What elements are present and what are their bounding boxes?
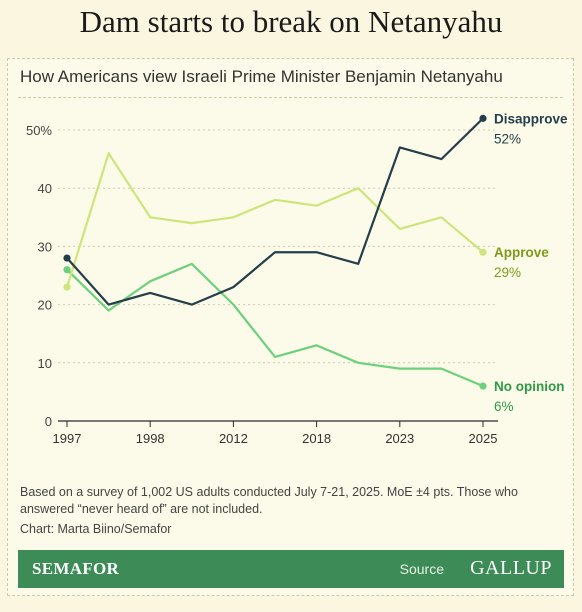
footer-bar: SEMAFOR Source GALLUP: [18, 550, 564, 588]
series-end-dot: [479, 114, 487, 122]
series-start-dot: [63, 266, 71, 274]
chart-card: How Americans view Israeli Prime Ministe…: [7, 58, 574, 596]
series-line-disapprove: [66, 117, 484, 306]
x-tick-label: 2023: [385, 431, 414, 446]
line-chart: 0 10 20 30 40 50% 1997 1998 2012 2018 2023 2025 Disa…: [26, 111, 568, 446]
y-tick-label: 10: [38, 356, 52, 371]
series-end-dot: [479, 382, 487, 390]
series-name-label: Disapprove: [494, 111, 568, 126]
series-value-label: 6%: [494, 399, 514, 414]
x-tick-label: 2012: [219, 431, 248, 446]
series-name-label: No opinion: [494, 379, 564, 394]
y-tick-label: 20: [38, 298, 52, 313]
series-start-dot: [63, 283, 71, 291]
x-tick-label: 1997: [53, 431, 82, 446]
title-divider: [18, 97, 563, 98]
series-name-label: Approve: [494, 245, 549, 260]
series-line-no-opinion: [66, 262, 484, 388]
x-tick-label: 1998: [136, 431, 165, 446]
chart-credit: Chart: Marta Biino/Semafor: [20, 522, 172, 536]
y-tick-label: 50%: [26, 123, 52, 138]
gallup-logo: GALLUP: [470, 557, 552, 579]
page-headline: Dam starts to break on Netanyahu: [79, 4, 503, 39]
series-value-label: 29%: [494, 265, 521, 280]
y-tick-label: 40: [38, 181, 52, 196]
series-line-approve: [65, 152, 484, 288]
series-end-dot: [479, 248, 487, 256]
chart-title: How Americans view Israeli Prime Ministe…: [20, 67, 503, 86]
series-value-label: 52%: [494, 131, 521, 146]
x-tick-label: 2018: [302, 431, 331, 446]
survey-note: Based on a survey of 1,002 US adults con…: [20, 485, 518, 516]
x-tick-label: 2025: [469, 431, 498, 446]
semafor-logo[interactable]: SEMAFOR: [32, 559, 120, 578]
source-label: Source: [399, 561, 444, 577]
y-tick-label: 30: [38, 239, 52, 254]
series-start-dot: [63, 254, 71, 262]
y-tick-label: 0: [45, 414, 52, 429]
